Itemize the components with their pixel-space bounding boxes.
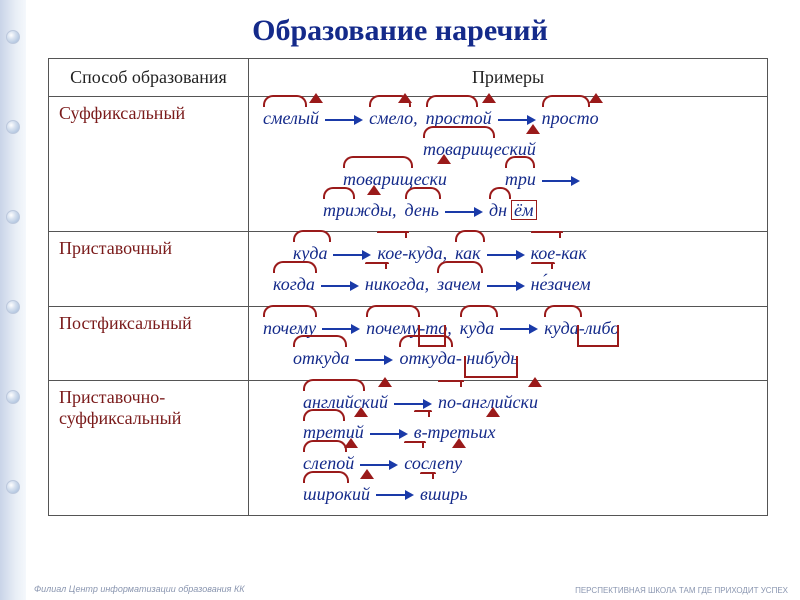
- word: день: [405, 195, 439, 226]
- word: вширь: [420, 479, 468, 510]
- word: никогда,: [365, 269, 429, 300]
- footer-right: ПЕРСПЕКТИВНАЯ ШКОЛА ТАМ ГДЕ ПРИХОДИТ УСП…: [575, 587, 788, 596]
- arrow-icon: [376, 489, 414, 501]
- arrow-icon: [445, 206, 483, 218]
- arrow-icon: [487, 249, 525, 261]
- word: смелый: [263, 103, 319, 134]
- word: зачем: [437, 269, 480, 300]
- word: смело,: [369, 103, 418, 134]
- word: трижды,: [323, 195, 397, 226]
- arrow-icon: [325, 114, 363, 126]
- arrow-icon: [542, 175, 580, 187]
- arrow-icon: [321, 280, 359, 292]
- examples-cell: кудакое-куда,каккое-каккогданикогда,заче…: [249, 232, 768, 306]
- examples-cell: английскийпо-английскитретийв-третьихсле…: [249, 380, 768, 515]
- arrow-icon: [355, 354, 393, 366]
- examples-cell: смелыйсмело,простойпростотоварищескийтов…: [249, 97, 768, 232]
- word: куда-либо: [544, 313, 619, 344]
- arrow-icon: [487, 280, 525, 292]
- page-title: Образование наречий: [0, 0, 800, 58]
- arrow-icon: [394, 398, 432, 410]
- formation-table: Способ образования Примеры Суффиксальный…: [48, 58, 768, 516]
- method-cell: Постфиксальный: [49, 306, 249, 380]
- word: куда: [460, 313, 494, 344]
- examples-cell: почемупочему-то,кудакуда-либооткудаоткуд…: [249, 306, 768, 380]
- decorative-band: [0, 0, 26, 600]
- word: дн: [489, 195, 507, 226]
- footer-left: Филиал Центр информатизации образования …: [34, 584, 245, 594]
- arrow-icon: [370, 428, 408, 440]
- word: кое-куда,: [377, 238, 447, 269]
- word: широкий: [303, 479, 370, 510]
- word: откуда- нибудь: [399, 343, 518, 374]
- word: просто: [542, 103, 599, 134]
- word: откуда: [293, 343, 349, 374]
- method-cell: Приставочно-суффиксальный: [49, 380, 249, 515]
- word: кое-как: [531, 238, 587, 269]
- col-header-method: Способ образования: [49, 59, 249, 97]
- arrow-icon: [333, 249, 371, 261]
- col-header-examples: Примеры: [249, 59, 768, 97]
- method-cell: Суффиксальный: [49, 97, 249, 232]
- arrow-icon: [500, 323, 538, 335]
- word: три: [505, 164, 536, 195]
- arrow-icon: [322, 323, 360, 335]
- word: не́зачем: [531, 269, 591, 300]
- method-cell: Приставочный: [49, 232, 249, 306]
- word: когда: [273, 269, 315, 300]
